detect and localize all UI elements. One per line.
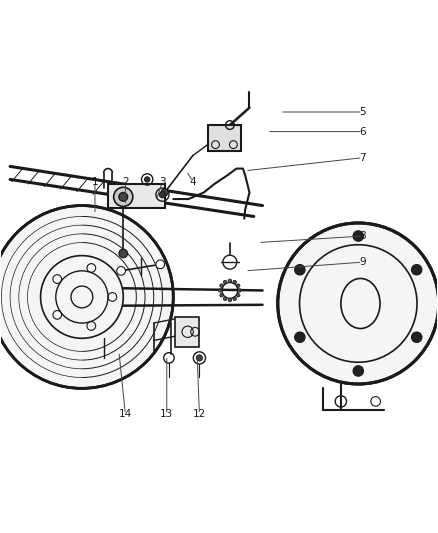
Circle shape: [0, 206, 173, 389]
Circle shape: [119, 192, 127, 201]
Circle shape: [220, 284, 223, 287]
Circle shape: [228, 279, 232, 282]
Circle shape: [353, 366, 364, 376]
Circle shape: [159, 192, 166, 198]
Text: 4: 4: [190, 176, 196, 187]
Circle shape: [237, 294, 240, 297]
Text: 5: 5: [359, 107, 366, 117]
Circle shape: [219, 289, 222, 292]
Text: 8: 8: [359, 231, 366, 241]
Circle shape: [238, 289, 241, 292]
Circle shape: [196, 355, 202, 361]
Circle shape: [237, 284, 240, 287]
Text: 14: 14: [119, 409, 132, 419]
Circle shape: [278, 223, 438, 384]
Circle shape: [233, 280, 237, 284]
Circle shape: [119, 249, 127, 258]
Text: 13: 13: [160, 409, 173, 419]
Text: 1: 1: [92, 176, 98, 187]
Text: 7: 7: [359, 152, 366, 163]
Circle shape: [223, 297, 227, 301]
Circle shape: [295, 264, 305, 275]
Circle shape: [353, 231, 364, 241]
Text: 3: 3: [159, 176, 166, 187]
Circle shape: [223, 280, 227, 284]
Circle shape: [411, 264, 422, 275]
Circle shape: [295, 332, 305, 342]
Text: 6: 6: [359, 126, 366, 136]
Circle shape: [411, 332, 422, 342]
Circle shape: [233, 297, 237, 301]
FancyBboxPatch shape: [208, 125, 241, 151]
Text: 9: 9: [359, 257, 366, 267]
Text: 2: 2: [122, 176, 129, 187]
Text: 12: 12: [193, 409, 206, 419]
Circle shape: [228, 298, 232, 302]
Circle shape: [156, 260, 165, 269]
FancyBboxPatch shape: [176, 317, 199, 347]
Circle shape: [117, 266, 125, 275]
Circle shape: [114, 187, 133, 206]
FancyBboxPatch shape: [108, 184, 165, 208]
Circle shape: [145, 177, 150, 182]
Circle shape: [161, 189, 168, 196]
Circle shape: [220, 294, 223, 297]
